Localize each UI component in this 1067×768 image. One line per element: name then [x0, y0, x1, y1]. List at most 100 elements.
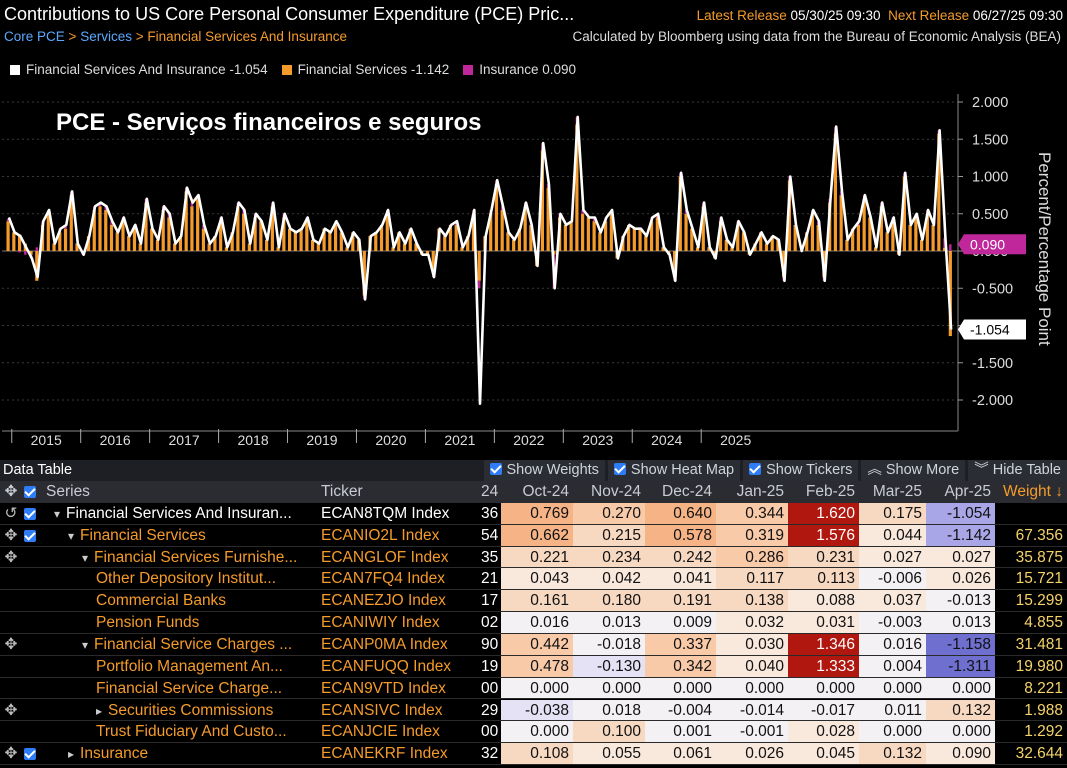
value-cell: 0.161: [501, 590, 573, 612]
y-axis-label: Percent/Percentage Point: [1035, 152, 1054, 346]
row-checkbox[interactable]: [24, 743, 44, 764]
bar-financial-services: [914, 217, 918, 251]
bar-financial-services: [443, 236, 447, 251]
column-header-series: Series: [46, 483, 90, 500]
row-checkbox[interactable]: [24, 634, 44, 655]
row-checkbox[interactable]: [24, 503, 44, 524]
value-cell: 0.662: [501, 524, 573, 546]
table-row[interactable]: Trust Fiduciary And Custo... ECANJCIE Ind…: [0, 721, 1067, 744]
page-title: Contributions to US Core Personal Consum…: [4, 4, 575, 24]
legend-item[interactable]: Financial Services -1.142: [281, 62, 449, 77]
caret-down-icon[interactable]: ▾: [54, 506, 61, 521]
y-tick-label: 1.500: [972, 132, 1008, 148]
row-checkbox[interactable]: [24, 547, 44, 568]
caret-down-icon[interactable]: ▾: [68, 528, 75, 543]
row-checkbox[interactable]: [24, 678, 44, 699]
x-tick-label: 2023: [582, 432, 613, 448]
value-cell: 0.044: [859, 524, 926, 546]
bar-financial-services: [678, 176, 682, 251]
bar-financial-services: [207, 243, 211, 251]
row-checkbox[interactable]: [24, 721, 44, 742]
row-checkbox[interactable]: [24, 568, 44, 589]
value-cell: 0.028: [788, 721, 859, 743]
value-cell: 0.026: [716, 743, 788, 765]
caret-down-icon[interactable]: ▾: [82, 637, 89, 652]
row-checkbox[interactable]: [24, 612, 44, 633]
series-name: Financial Services And Insuran...: [66, 504, 292, 522]
move-icon[interactable]: ✥: [4, 745, 18, 763]
column-header-month[interactable]: Oct-24: [522, 483, 569, 500]
series-name: Securities Commissions: [108, 701, 274, 719]
caret-down-icon[interactable]: ▾: [82, 550, 89, 565]
table-row[interactable]: Pension Funds ECANIWIY Index 02 0.016 0.013 0…: [0, 612, 1067, 634]
value-cell: 0.270: [573, 502, 645, 524]
value-cell: 0.113: [788, 568, 859, 590]
breadcrumb-services[interactable]: Services: [80, 29, 132, 44]
bar-financial-services: [782, 251, 786, 278]
bar-financial-services: [144, 202, 148, 251]
toolbar-button-show-weights[interactable]: Show Weights: [483, 460, 605, 481]
table-row[interactable]: Commercial Banks ECANEZJO Index 17 0.161 0.1…: [0, 590, 1067, 613]
caret-right-icon[interactable]: ▸: [96, 703, 103, 718]
ticker-cell: ECANSIVC Index: [321, 701, 443, 719]
table-row[interactable]: ✥ ▾ Financial Service Charges ... ECANP0MA …: [0, 633, 1067, 656]
bar-financial-services: [466, 236, 470, 251]
move-icon[interactable]: ✥: [4, 635, 18, 653]
table-row[interactable]: Financial Service Charge... ECAN9VTD Inde…: [0, 677, 1067, 700]
table-row[interactable]: ✥ ▸ Insurance ECANEKRF Index 32 0.108 0.055 0.0…: [0, 743, 1067, 766]
checkbox-icon: [24, 748, 36, 761]
move-icon[interactable]: ✥: [4, 548, 18, 566]
value-cell: 0.018: [573, 699, 645, 721]
column-header-month[interactable]: Feb-25: [805, 483, 855, 500]
x-tick-label: 2025: [720, 432, 751, 448]
bar-financial-services: [569, 221, 573, 251]
caret-right-icon[interactable]: ▸: [68, 747, 75, 762]
table-row[interactable]: Portfolio Management An... ECANFUQQ Index…: [0, 655, 1067, 678]
column-header-month[interactable]: Mar-25: [872, 483, 922, 500]
move-icon[interactable]: ✥: [4, 701, 18, 719]
toolbar-button-hide-table[interactable]: ︾ Hide Table: [968, 460, 1067, 481]
value-cell: 0.027: [926, 546, 995, 568]
column-header-month[interactable]: Jan-25: [736, 483, 784, 500]
value-cell: 0.055: [573, 743, 645, 765]
value-cell: 0.041: [645, 568, 716, 590]
legend-item[interactable]: Financial Services And Insurance -1.054: [10, 62, 268, 77]
series-cell: Pension Funds: [46, 612, 319, 633]
toolbar-button-show-more[interactable]: ︽ Show More: [861, 460, 966, 481]
value-cell: 0.478: [501, 655, 573, 677]
bar-financial-services: [684, 213, 688, 251]
row-checkbox[interactable]: [24, 525, 44, 546]
column-header-month[interactable]: Apr-25: [944, 483, 991, 500]
bar-financial-services: [167, 217, 171, 251]
select-all-checkbox[interactable]: [24, 481, 44, 503]
last-value-text: -1.054: [970, 322, 1010, 338]
table-row[interactable]: ✥ ▾ Financial Services ECANIO2L Index 54 0.66…: [0, 524, 1067, 547]
bar-financial-services: [948, 251, 952, 337]
table-row[interactable]: ↺ ▾ Financial Services And Insuran... ECAN8…: [0, 502, 1067, 525]
legend-item[interactable]: Insurance 0.090: [463, 62, 576, 77]
column-header-month[interactable]: Nov-24: [591, 483, 641, 500]
undo-icon[interactable]: ↺: [4, 504, 18, 522]
table-row[interactable]: ✥ ▾ Financial Services Furnishe... ECANGLOF…: [0, 546, 1067, 569]
row-checkbox[interactable]: [24, 656, 44, 677]
table-row[interactable]: Other Depository Institut... ECAN7FQ4 Ind…: [0, 568, 1067, 591]
bar-financial-services: [385, 213, 389, 251]
column-header-weight[interactable]: Weight ↓: [1002, 483, 1063, 500]
bar-financial-services: [86, 236, 91, 251]
value-cell: 0.032: [716, 612, 788, 633]
chevrons-down-icon: ︾: [974, 462, 993, 478]
value-cell: -1.158: [926, 633, 995, 655]
series-cell: Trust Fiduciary And Custo...: [46, 721, 319, 742]
table-row[interactable]: ✥ ▸ Securities Commissions ECANSIVC Index 29…: [0, 699, 1067, 722]
column-header-month[interactable]: Dec-24: [662, 483, 712, 500]
bar-financial-services: [276, 247, 280, 251]
bar-financial-services: [540, 150, 544, 251]
row-checkbox[interactable]: [24, 700, 44, 721]
chart-legend: Financial Services And Insurance -1.054 F…: [0, 62, 580, 84]
move-icon[interactable]: ✥: [4, 526, 18, 544]
toolbar-button-show-tickers[interactable]: Show Tickers: [743, 460, 859, 481]
breadcrumb-core-pce[interactable]: Core PCE: [4, 29, 65, 44]
value-cell: 0.640: [645, 502, 716, 524]
toolbar-button-show-heat-map[interactable]: Show Heat Map: [607, 460, 741, 481]
row-checkbox[interactable]: [24, 590, 44, 611]
